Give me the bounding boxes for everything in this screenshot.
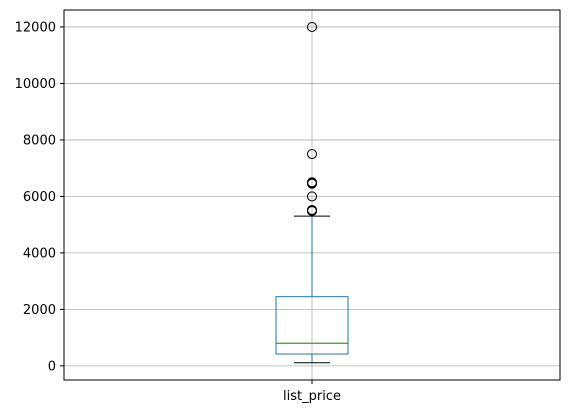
y-tick-label: 2000 [23,303,56,318]
x-axis: list_price [283,380,341,404]
y-axis: 0 2000 4000 6000 8000 10000 12000 [15,20,64,374]
y-tick-label: 0 [48,359,56,374]
y-tick-label: 10000 [15,77,56,92]
y-tick-label: 8000 [23,133,56,148]
y-tick-label: 6000 [23,190,56,205]
x-tick-label: list_price [283,389,341,404]
y-tick-label: 4000 [23,246,56,261]
y-tick-label: 12000 [15,20,56,35]
grid-lines [64,10,560,380]
